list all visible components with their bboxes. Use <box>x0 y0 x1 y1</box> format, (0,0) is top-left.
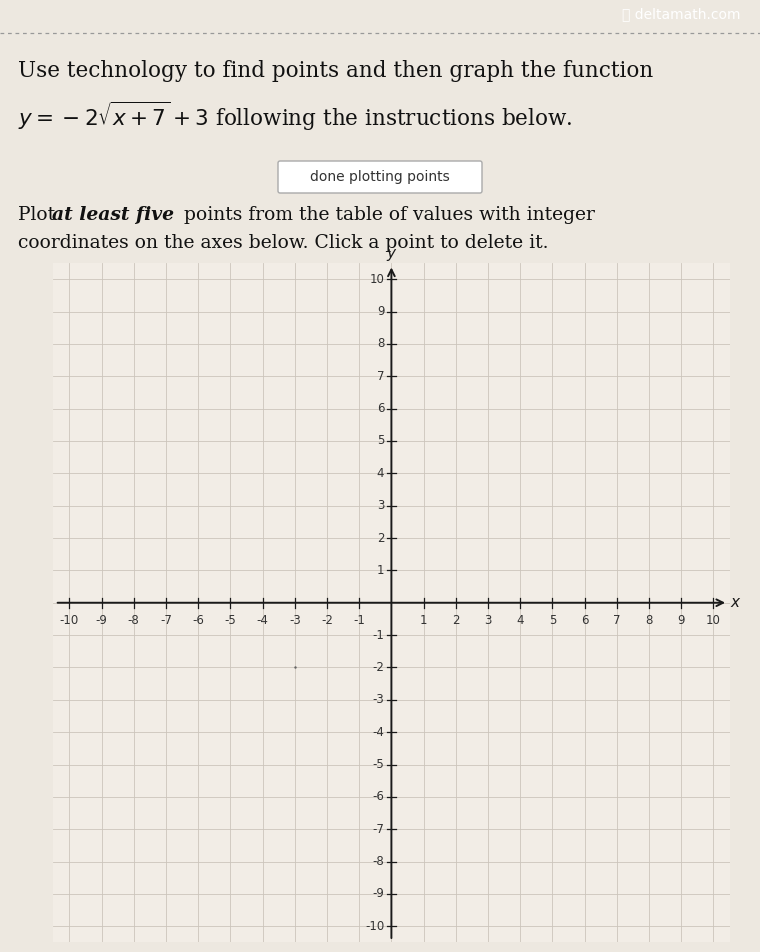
Text: points from the table of values with integer: points from the table of values with int… <box>178 206 595 224</box>
Text: 5: 5 <box>549 614 556 627</box>
Text: -3: -3 <box>289 614 301 627</box>
Text: 8: 8 <box>645 614 653 627</box>
Text: -5: -5 <box>224 614 236 627</box>
Text: -4: -4 <box>372 725 385 739</box>
Text: -9: -9 <box>96 614 107 627</box>
Text: 1: 1 <box>377 564 385 577</box>
Text: $y = -2\sqrt{x+7}+3$ following the instructions below.: $y = -2\sqrt{x+7}+3$ following the instr… <box>18 100 572 133</box>
Text: -10: -10 <box>60 614 79 627</box>
Text: 8: 8 <box>377 337 385 350</box>
Text: -2: -2 <box>372 661 385 674</box>
Text: 1: 1 <box>420 614 427 627</box>
Text: -7: -7 <box>160 614 172 627</box>
Text: 7: 7 <box>377 369 385 383</box>
Text: 4: 4 <box>517 614 524 627</box>
Text: -7: -7 <box>372 823 385 836</box>
Text: -9: -9 <box>372 887 385 901</box>
Text: done plotting points: done plotting points <box>310 170 450 184</box>
Text: -2: -2 <box>321 614 333 627</box>
Text: 10: 10 <box>706 614 721 627</box>
Text: -6: -6 <box>192 614 204 627</box>
Text: -4: -4 <box>257 614 268 627</box>
Text: $x$: $x$ <box>730 595 741 610</box>
Text: -1: -1 <box>372 628 385 642</box>
Text: coordinates on the axes below. Click a point to delete it.: coordinates on the axes below. Click a p… <box>18 234 549 252</box>
Text: -10: -10 <box>365 920 385 933</box>
Text: 3: 3 <box>377 499 385 512</box>
Text: -8: -8 <box>128 614 140 627</box>
Text: 2: 2 <box>452 614 460 627</box>
Text: -8: -8 <box>372 855 385 868</box>
Text: 9: 9 <box>377 305 385 318</box>
Text: 3: 3 <box>484 614 492 627</box>
Text: 2: 2 <box>377 531 385 545</box>
Text: 5: 5 <box>377 434 385 447</box>
Text: -1: -1 <box>353 614 365 627</box>
Text: Plot: Plot <box>18 206 61 224</box>
Text: 9: 9 <box>677 614 685 627</box>
Text: -6: -6 <box>372 790 385 803</box>
Text: 4: 4 <box>377 466 385 480</box>
Text: $y$: $y$ <box>385 247 397 263</box>
Text: at least five: at least five <box>52 206 174 224</box>
Text: 10: 10 <box>369 272 385 286</box>
Text: 6: 6 <box>377 402 385 415</box>
Text: ⚿ deltamath.com: ⚿ deltamath.com <box>622 7 740 21</box>
Text: -5: -5 <box>372 758 385 771</box>
Text: 6: 6 <box>581 614 588 627</box>
FancyBboxPatch shape <box>278 161 482 193</box>
Text: 7: 7 <box>613 614 621 627</box>
Text: Use technology to find points and then graph the function: Use technology to find points and then g… <box>18 60 654 82</box>
Text: -3: -3 <box>372 693 385 706</box>
